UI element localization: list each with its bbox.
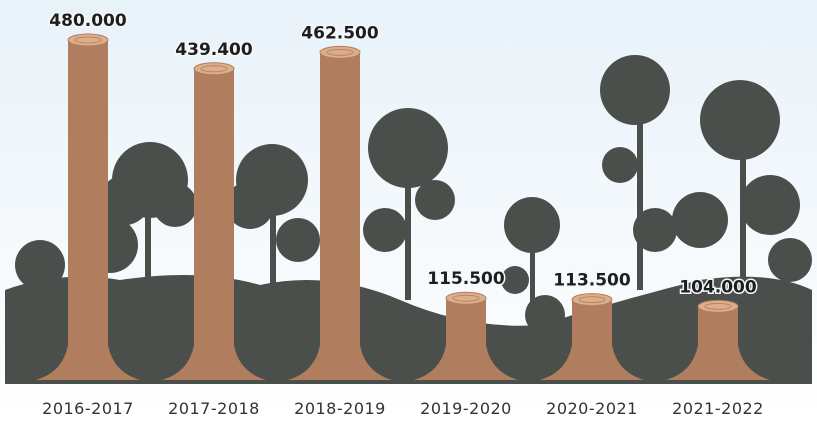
- trunk: [36, 40, 140, 380]
- trunk: [288, 52, 392, 380]
- trunk: [414, 298, 518, 380]
- value-label: 115.500: [427, 269, 505, 289]
- value-label: 462.500: [301, 23, 379, 43]
- trunk-top: [697, 299, 739, 313]
- x-tick-label: 2018-2019: [294, 399, 386, 418]
- x-tick-label: 2019-2020: [420, 399, 512, 418]
- x-tick-label: 2021-2022: [672, 399, 764, 418]
- value-label: 439.400: [175, 40, 253, 60]
- trunk-top: [193, 62, 235, 76]
- value-label: 480.000: [49, 11, 127, 31]
- x-tick-label: 2020-2021: [546, 399, 638, 418]
- trunk-ring: [578, 296, 606, 304]
- trunk: [540, 299, 644, 380]
- value-label: 113.500: [553, 271, 631, 291]
- trunk-top: [67, 33, 109, 47]
- trunk-ring: [74, 36, 102, 44]
- trunk-ring: [326, 48, 354, 56]
- trunk: [666, 306, 770, 380]
- trunk-ring: [452, 294, 480, 302]
- x-tick-label: 2017-2018: [168, 399, 260, 418]
- value-label: 104.000: [679, 277, 757, 297]
- trunk-ring: [200, 65, 228, 73]
- trunk: [162, 68, 266, 380]
- x-tick-label: 2016-2017: [42, 399, 134, 418]
- trunk-top: [571, 293, 613, 307]
- trunk-ring: [704, 302, 732, 310]
- trunk-top: [319, 45, 361, 59]
- trunk-top: [445, 291, 487, 305]
